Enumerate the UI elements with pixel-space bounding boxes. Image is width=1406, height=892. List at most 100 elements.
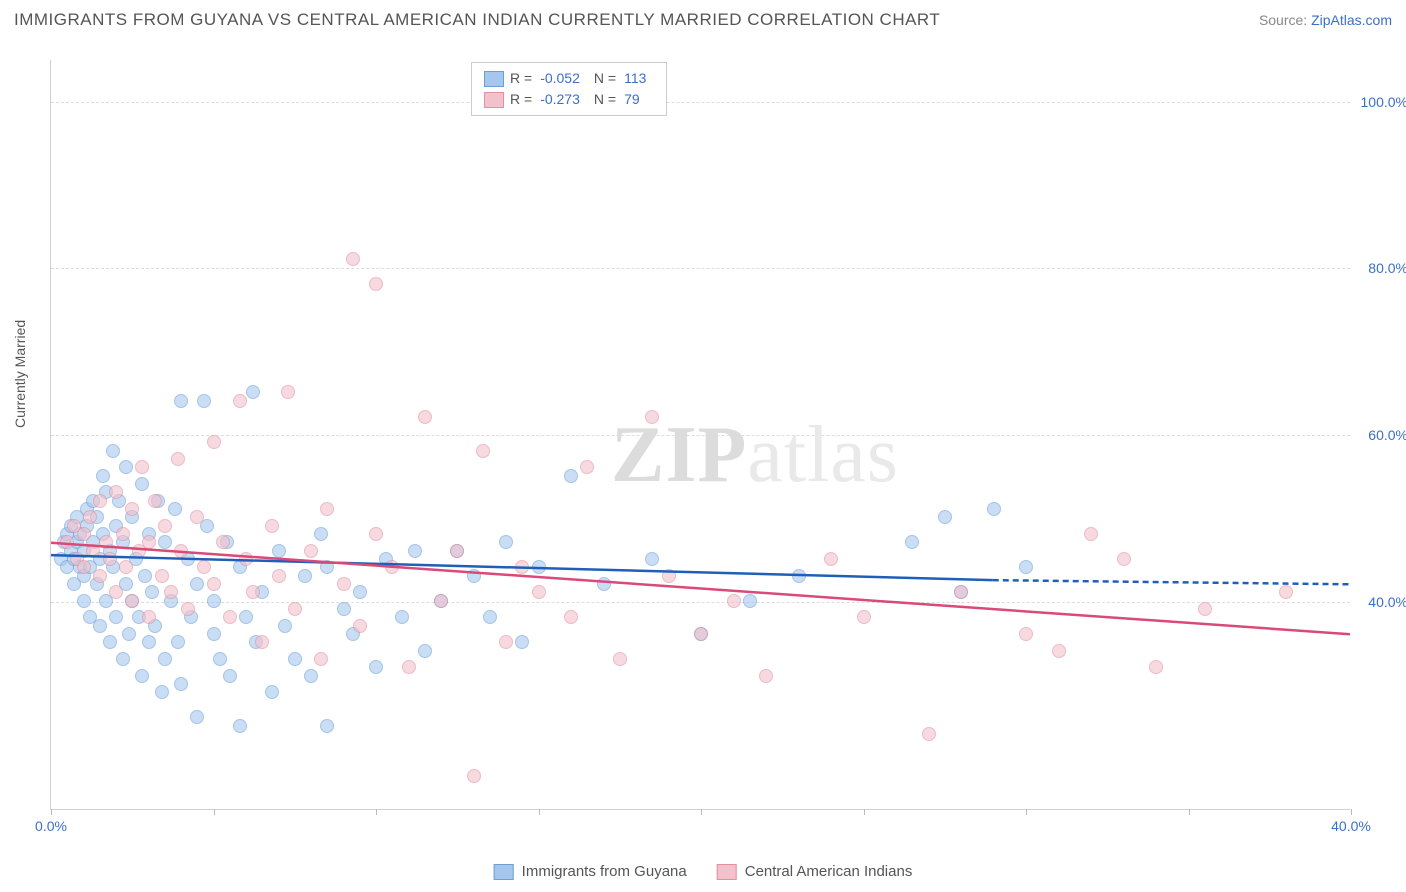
data-point bbox=[207, 594, 221, 608]
source-prefix: Source: bbox=[1259, 12, 1311, 28]
data-point bbox=[938, 510, 952, 524]
data-point bbox=[353, 585, 367, 599]
data-point bbox=[434, 594, 448, 608]
data-point bbox=[597, 577, 611, 591]
data-point bbox=[77, 527, 91, 541]
data-point bbox=[532, 560, 546, 574]
data-point bbox=[467, 769, 481, 783]
data-point bbox=[369, 277, 383, 291]
data-point bbox=[1198, 602, 1212, 616]
data-point bbox=[402, 660, 416, 674]
data-point bbox=[272, 569, 286, 583]
data-point bbox=[353, 619, 367, 633]
data-point bbox=[168, 502, 182, 516]
correlation-r-label: R = bbox=[510, 89, 532, 110]
data-point bbox=[190, 710, 204, 724]
source-link[interactable]: ZipAtlas.com bbox=[1311, 12, 1392, 28]
data-point bbox=[792, 569, 806, 583]
legend-item: Central American Indians bbox=[717, 863, 913, 880]
correlation-n-value: 79 bbox=[624, 89, 640, 110]
data-point bbox=[93, 619, 107, 633]
data-point bbox=[77, 594, 91, 608]
data-point bbox=[99, 535, 113, 549]
data-point bbox=[743, 594, 757, 608]
data-point bbox=[499, 635, 513, 649]
data-point bbox=[987, 502, 1001, 516]
y-tick-label: 40.0% bbox=[1348, 594, 1406, 610]
data-point bbox=[142, 610, 156, 624]
data-point bbox=[265, 685, 279, 699]
data-point bbox=[759, 669, 773, 683]
data-point bbox=[148, 494, 162, 508]
data-point bbox=[83, 510, 97, 524]
x-tick-label: 40.0% bbox=[1331, 818, 1371, 834]
data-point bbox=[450, 544, 464, 558]
data-point bbox=[190, 577, 204, 591]
correlation-r-value: -0.273 bbox=[540, 89, 580, 110]
data-point bbox=[564, 610, 578, 624]
data-point bbox=[116, 527, 130, 541]
data-point bbox=[314, 652, 328, 666]
data-point bbox=[824, 552, 838, 566]
data-point bbox=[499, 535, 513, 549]
data-point bbox=[142, 635, 156, 649]
correlation-n-value: 113 bbox=[624, 68, 646, 89]
data-point bbox=[135, 669, 149, 683]
x-tick bbox=[701, 809, 702, 815]
data-point bbox=[125, 594, 139, 608]
data-point bbox=[158, 519, 172, 533]
legend-label: Central American Indians bbox=[745, 863, 913, 880]
correlation-n-label: N = bbox=[594, 68, 616, 89]
data-point bbox=[207, 627, 221, 641]
correlation-legend: R = -0.052 N = 113R = -0.273 N = 79 bbox=[471, 62, 667, 116]
x-tick bbox=[539, 809, 540, 815]
data-point bbox=[190, 510, 204, 524]
correlation-r-value: -0.052 bbox=[540, 68, 580, 89]
x-tick bbox=[1026, 809, 1027, 815]
x-tick bbox=[214, 809, 215, 815]
data-point bbox=[905, 535, 919, 549]
data-point bbox=[265, 519, 279, 533]
correlation-row: R = -0.052 N = 113 bbox=[484, 68, 654, 89]
data-point bbox=[337, 577, 351, 591]
data-point bbox=[288, 602, 302, 616]
data-point bbox=[337, 602, 351, 616]
legend-swatch bbox=[484, 92, 504, 108]
data-point bbox=[346, 252, 360, 266]
chart-plot-area: ZIPatlas R =-0.052N =113R =-0.273N =79 4… bbox=[50, 60, 1350, 810]
data-point bbox=[320, 502, 334, 516]
data-point bbox=[483, 610, 497, 624]
data-point bbox=[369, 660, 383, 674]
data-point bbox=[298, 569, 312, 583]
data-point bbox=[1117, 552, 1131, 566]
y-axis-label: Currently Married bbox=[12, 320, 28, 428]
gridline-h bbox=[51, 102, 1350, 103]
data-point bbox=[119, 460, 133, 474]
x-tick bbox=[1189, 809, 1190, 815]
data-point bbox=[233, 719, 247, 733]
data-point bbox=[171, 635, 185, 649]
chart-header: IMMIGRANTS FROM GUYANA VS CENTRAL AMERIC… bbox=[14, 10, 1392, 30]
legend-swatch bbox=[717, 864, 737, 880]
legend-swatch bbox=[484, 71, 504, 87]
correlation-r-label: R = bbox=[510, 68, 532, 89]
watermark: ZIPatlas bbox=[611, 410, 899, 501]
data-point bbox=[369, 527, 383, 541]
data-point bbox=[922, 727, 936, 741]
y-tick-label: 80.0% bbox=[1348, 260, 1406, 276]
data-point bbox=[174, 544, 188, 558]
data-point bbox=[395, 610, 409, 624]
data-point bbox=[155, 569, 169, 583]
x-tick bbox=[51, 809, 52, 815]
data-point bbox=[246, 585, 260, 599]
data-point bbox=[320, 560, 334, 574]
data-point bbox=[122, 627, 136, 641]
x-tick bbox=[1351, 809, 1352, 815]
data-point bbox=[515, 635, 529, 649]
data-point bbox=[314, 527, 328, 541]
data-point bbox=[145, 585, 159, 599]
data-point bbox=[109, 485, 123, 499]
data-point bbox=[109, 610, 123, 624]
data-point bbox=[106, 444, 120, 458]
data-point bbox=[207, 577, 221, 591]
